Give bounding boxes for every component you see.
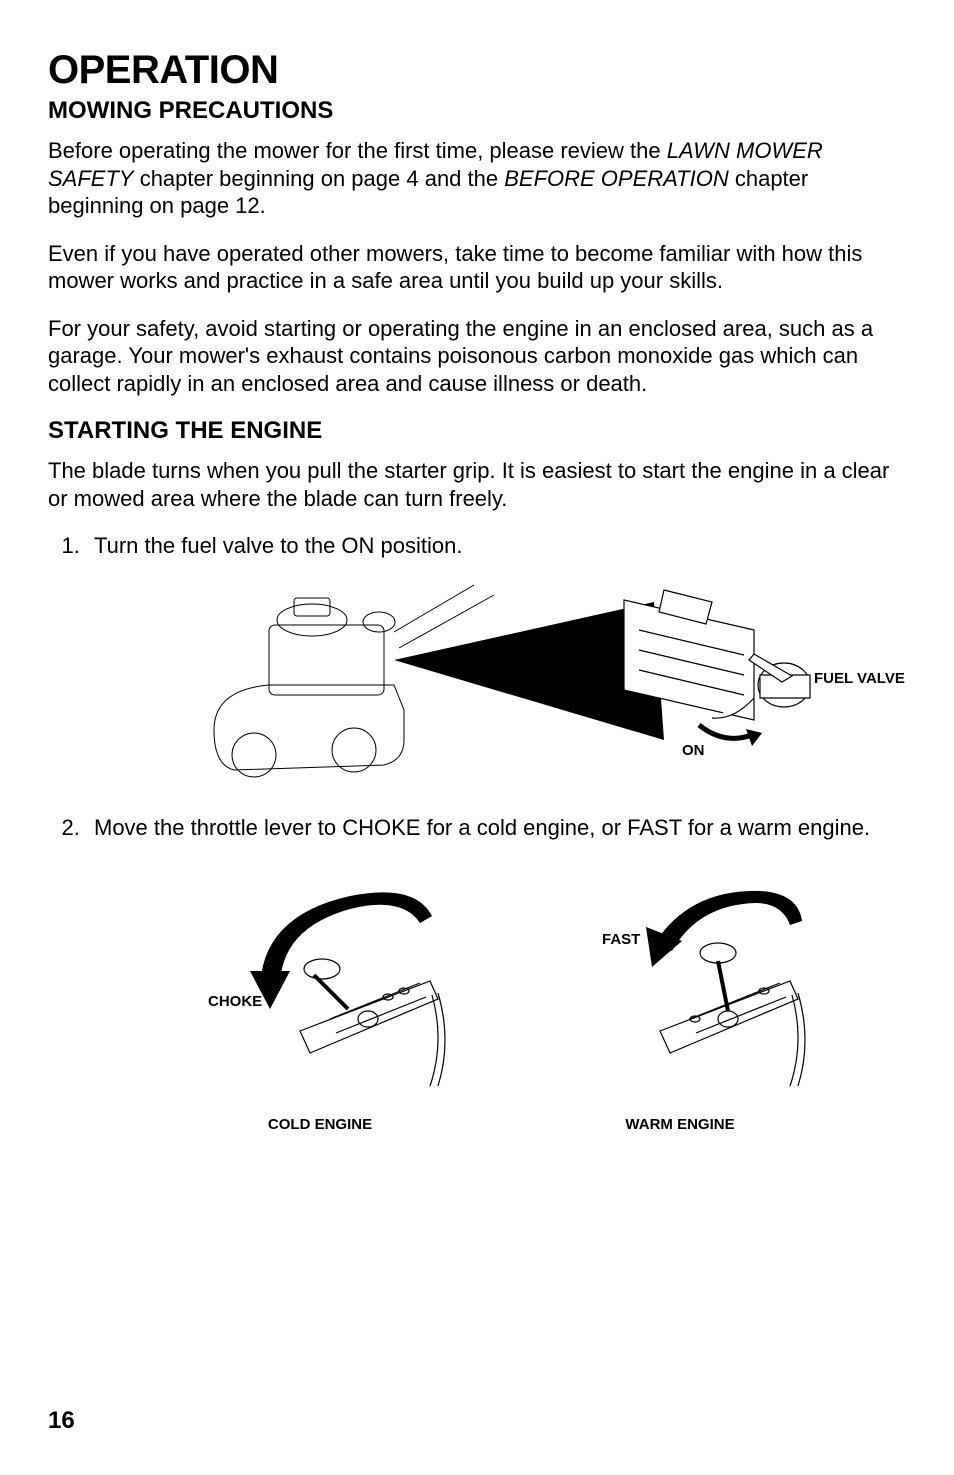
- starting-steps: Turn the fuel valve to the ON position.: [48, 532, 906, 1141]
- warm-engine-panel: FAST WARM ENGINE: [550, 861, 810, 1141]
- step-2: Move the throttle lever to CHOKE for a c…: [86, 814, 906, 1142]
- mowing-heading: MOWING PRECAUTIONS: [48, 97, 906, 125]
- page-title: OPERATION: [48, 48, 906, 93]
- mowing-p1-d: BEFORE OPERATION: [504, 166, 729, 191]
- fast-label: FAST: [602, 931, 640, 950]
- on-label: ON: [682, 742, 705, 761]
- figure-fuel-valve: ON FUEL VALVE: [94, 570, 906, 790]
- warm-engine-illustration: [550, 861, 810, 1101]
- starting-intro: The blade turns when you pull the starte…: [48, 457, 906, 512]
- mowing-p1-a: Before operating the mower for the first…: [48, 138, 667, 163]
- mowing-p1-c: chapter beginning on page 4 and the: [134, 166, 505, 191]
- cold-engine-panel: CHOKE COLD ENGINE: [190, 861, 450, 1141]
- fuel-valve-label: FUEL VALVE: [814, 670, 905, 689]
- fuel-valve-illustration: [94, 570, 854, 790]
- figure-throttle: CHOKE COLD ENGINE: [94, 861, 906, 1141]
- mowing-p2: Even if you have operated other mowers, …: [48, 240, 906, 295]
- warm-engine-caption: WARM ENGINE: [550, 1116, 810, 1135]
- mowing-p3: For your safety, avoid starting or opera…: [48, 315, 906, 398]
- cold-engine-illustration: [190, 861, 450, 1101]
- starting-heading: STARTING THE ENGINE: [48, 417, 906, 445]
- step-1: Turn the fuel valve to the ON position.: [86, 532, 906, 790]
- choke-label: CHOKE: [208, 993, 262, 1012]
- page-number: 16: [48, 1407, 75, 1435]
- mowing-p1: Before operating the mower for the first…: [48, 137, 906, 220]
- step-2-text: Move the throttle lever to CHOKE for a c…: [94, 815, 870, 840]
- step-1-text: Turn the fuel valve to the ON position.: [94, 533, 463, 558]
- cold-engine-caption: COLD ENGINE: [190, 1116, 450, 1135]
